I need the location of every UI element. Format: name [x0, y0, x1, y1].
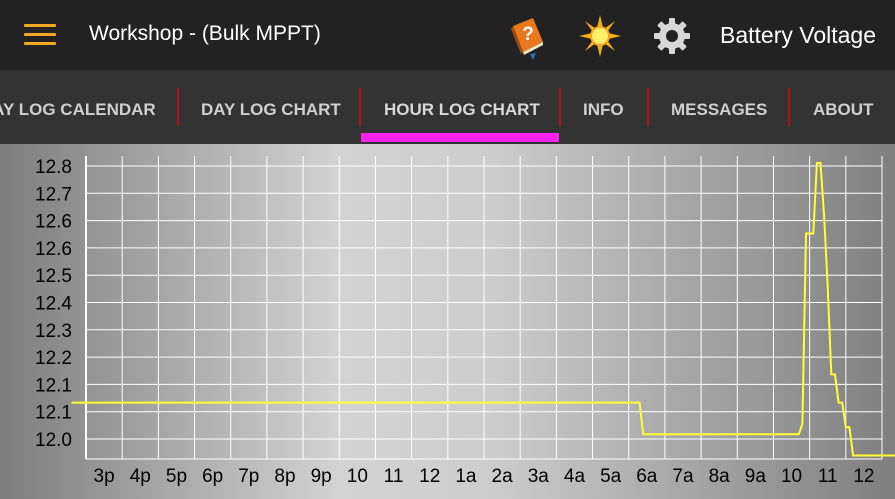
tab-divider — [359, 88, 361, 126]
y-tick-label: 12.3 — [35, 321, 72, 342]
tab-divider — [559, 88, 561, 126]
chart-canvas: 12.8 12.7 12.6 12.6 12.5 12.4 12.3 12.2 12.1 12.1… — [35, 156, 895, 487]
tab-hour-log-chart[interactable]: HOUR LOG CHART — [384, 100, 540, 119]
tab-about[interactable]: ABOUT — [813, 100, 874, 119]
battery-voltage-line — [71, 162, 895, 457]
svg-text:?: ? — [522, 24, 534, 45]
y-tick-label: 12.7 — [35, 184, 72, 205]
help-book-icon[interactable]: ? — [503, 12, 551, 60]
tab-bar: DAY LOG CALENDAR DAY LOG CHART HOUR LOG … — [0, 70, 895, 144]
app-title: Workshop - (Bulk MPPT) — [89, 22, 321, 45]
gear-icon[interactable] — [652, 16, 692, 56]
y-tick-label: 12.6 — [35, 212, 72, 233]
active-tab-indicator — [361, 133, 559, 142]
y-tick-label: 12.1 — [35, 403, 72, 424]
tab-day-log-calendar[interactable]: DAY LOG CALENDAR — [0, 100, 156, 119]
x-tick-label: 6p — [202, 466, 223, 487]
x-tick-label: 3p — [94, 466, 115, 487]
sun-icon[interactable] — [578, 14, 622, 58]
y-tick-label: 12.2 — [35, 348, 72, 369]
x-tick-label: 8p — [274, 466, 295, 487]
y-tick-label: 12.4 — [35, 294, 72, 315]
x-tick-label: 9p — [311, 466, 332, 487]
tab-divider — [177, 88, 179, 126]
x-tick-label: 10 — [347, 466, 368, 487]
y-tick-label: 12.1 — [35, 375, 72, 396]
tab-day-log-chart[interactable]: DAY LOG CHART — [201, 100, 341, 119]
x-tick-label: 12 — [853, 466, 874, 487]
x-tick-label: 8a — [709, 466, 731, 487]
app-bar: Workshop - (Bulk MPPT) ? Battery Voltage — [0, 0, 895, 70]
x-tick-label: 7a — [672, 466, 694, 487]
x-tick-label: 9a — [745, 466, 767, 487]
x-tick-label: 2a — [492, 466, 514, 487]
x-tick-label: 4p — [130, 466, 151, 487]
tab-info[interactable]: INFO — [583, 100, 624, 119]
y-tick-label: 12.8 — [35, 157, 72, 178]
tab-divider — [647, 88, 649, 126]
x-tick-label: 6a — [636, 466, 658, 487]
tab-divider — [788, 88, 790, 126]
x-tick-label: 5a — [600, 466, 622, 487]
x-tick-label: 11 — [384, 466, 404, 487]
y-tick-label: 12.5 — [35, 266, 72, 287]
x-tick-label: 4a — [564, 466, 586, 487]
x-tick-label: 12 — [419, 466, 440, 487]
x-tick-label: 5p — [166, 466, 187, 487]
tab-messages[interactable]: MESSAGES — [671, 100, 768, 119]
menu-icon[interactable] — [24, 24, 56, 46]
x-tick-label: 7p — [238, 466, 259, 487]
x-tick-label: 3a — [528, 466, 550, 487]
x-tick-label: 1a — [455, 466, 477, 487]
metric-label[interactable]: Battery Voltage — [720, 22, 876, 48]
hour-log-chart: 12.8 12.7 12.6 12.6 12.5 12.4 12.3 12.2 12.1 12.1… — [0, 144, 895, 499]
y-tick-label: 12.6 — [35, 239, 72, 260]
x-tick-label: 11 — [818, 466, 838, 487]
x-tick-label: 10 — [781, 466, 802, 487]
y-tick-label: 12.0 — [35, 430, 72, 451]
